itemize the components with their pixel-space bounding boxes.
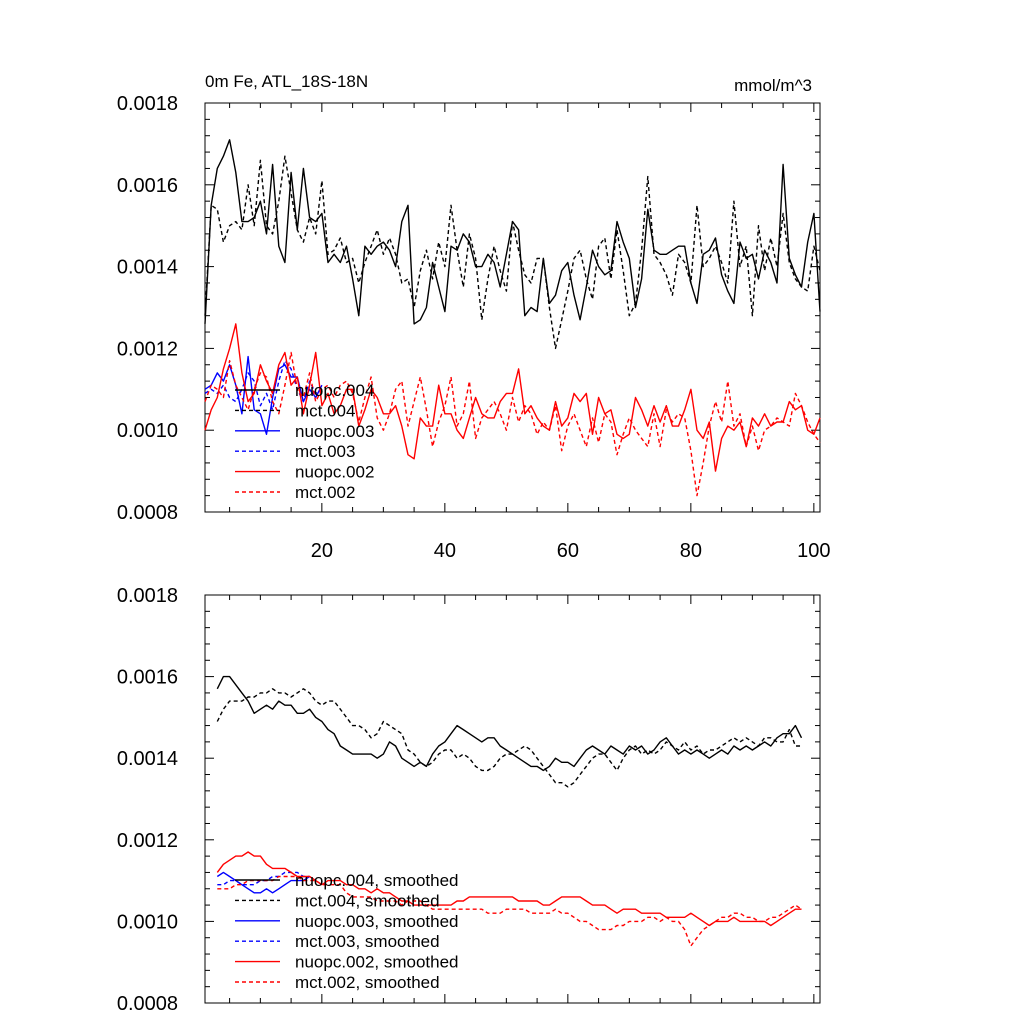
legend-label: mct.003, smoothed — [295, 932, 440, 951]
series-line-mct-004-smoothed — [216, 688, 802, 788]
x-tick-label: 60 — [557, 540, 579, 562]
y-tick-label: 0.0014 — [117, 748, 178, 770]
legend-label: mct.003 — [295, 442, 355, 461]
legend-label: mct.002 — [295, 483, 355, 502]
y-tick-label: 0.0012 — [117, 338, 178, 360]
y-tick-label: 0.0008 — [117, 993, 178, 1015]
legend-label: mct.002, smoothed — [295, 973, 440, 992]
x-tick-label: 20 — [311, 540, 333, 562]
series-line-nuopc-002 — [204, 323, 821, 472]
y-tick-label: 0.0018 — [117, 585, 178, 607]
series-line-mct-003 — [204, 360, 323, 411]
legend-label: nuopc.002 — [295, 463, 374, 482]
legend-label: mct.004 — [295, 401, 355, 420]
y-tick-label: 0.0010 — [117, 911, 178, 933]
panel-2: 0.0008 0.0010 0.0012 0.0014 0.0016 0.0018 nuop… — [117, 585, 821, 1015]
chart-title: 0m Fe, ATL_18S-18N — [205, 72, 368, 91]
panel-1: 0.0008 0.0010 0.0012 0.0014 0.0016 0.0018 20 40… — [117, 72, 831, 562]
x-tick-label: 100 — [797, 540, 830, 562]
y-tick-label: 0.0016 — [117, 667, 178, 689]
legend-label: nuopc.004, smoothed — [295, 871, 459, 890]
legend-label: mct.004, smoothed — [295, 891, 440, 910]
series-line-mct-004 — [204, 155, 821, 350]
x-tick-label: 40 — [434, 540, 456, 562]
series-line-mct-002 — [204, 351, 821, 497]
series-line-nuopc-004-smoothed — [216, 675, 803, 772]
legend-label: nuopc.003, smoothed — [295, 912, 459, 931]
units-label: mmol/m^3 — [734, 76, 812, 95]
series-line-nuopc-002-smoothed — [216, 851, 802, 927]
series-line-mct-002-smoothed — [217, 875, 802, 947]
y-tick-label: 0.0012 — [117, 830, 178, 852]
series-line-nuopc-003 — [204, 355, 323, 435]
series-line-nuopc-004 — [204, 139, 821, 325]
series-line-nuopc-003-smoothed — [216, 871, 310, 894]
x-tick-label: 80 — [680, 540, 702, 562]
legend-label: nuopc.002, smoothed — [295, 953, 459, 972]
plot-frame-2 — [204, 594, 821, 1004]
y-tick-label: 0.0008 — [117, 502, 178, 524]
y-tick-label: 0.0018 — [117, 93, 178, 115]
legend-label: nuopc.003 — [295, 422, 374, 441]
y-tick-label: 0.0014 — [117, 257, 178, 279]
y-tick-label: 0.0010 — [117, 420, 178, 442]
legend-label: nuopc.004 — [295, 381, 374, 400]
y-tick-label: 0.0016 — [117, 175, 178, 197]
